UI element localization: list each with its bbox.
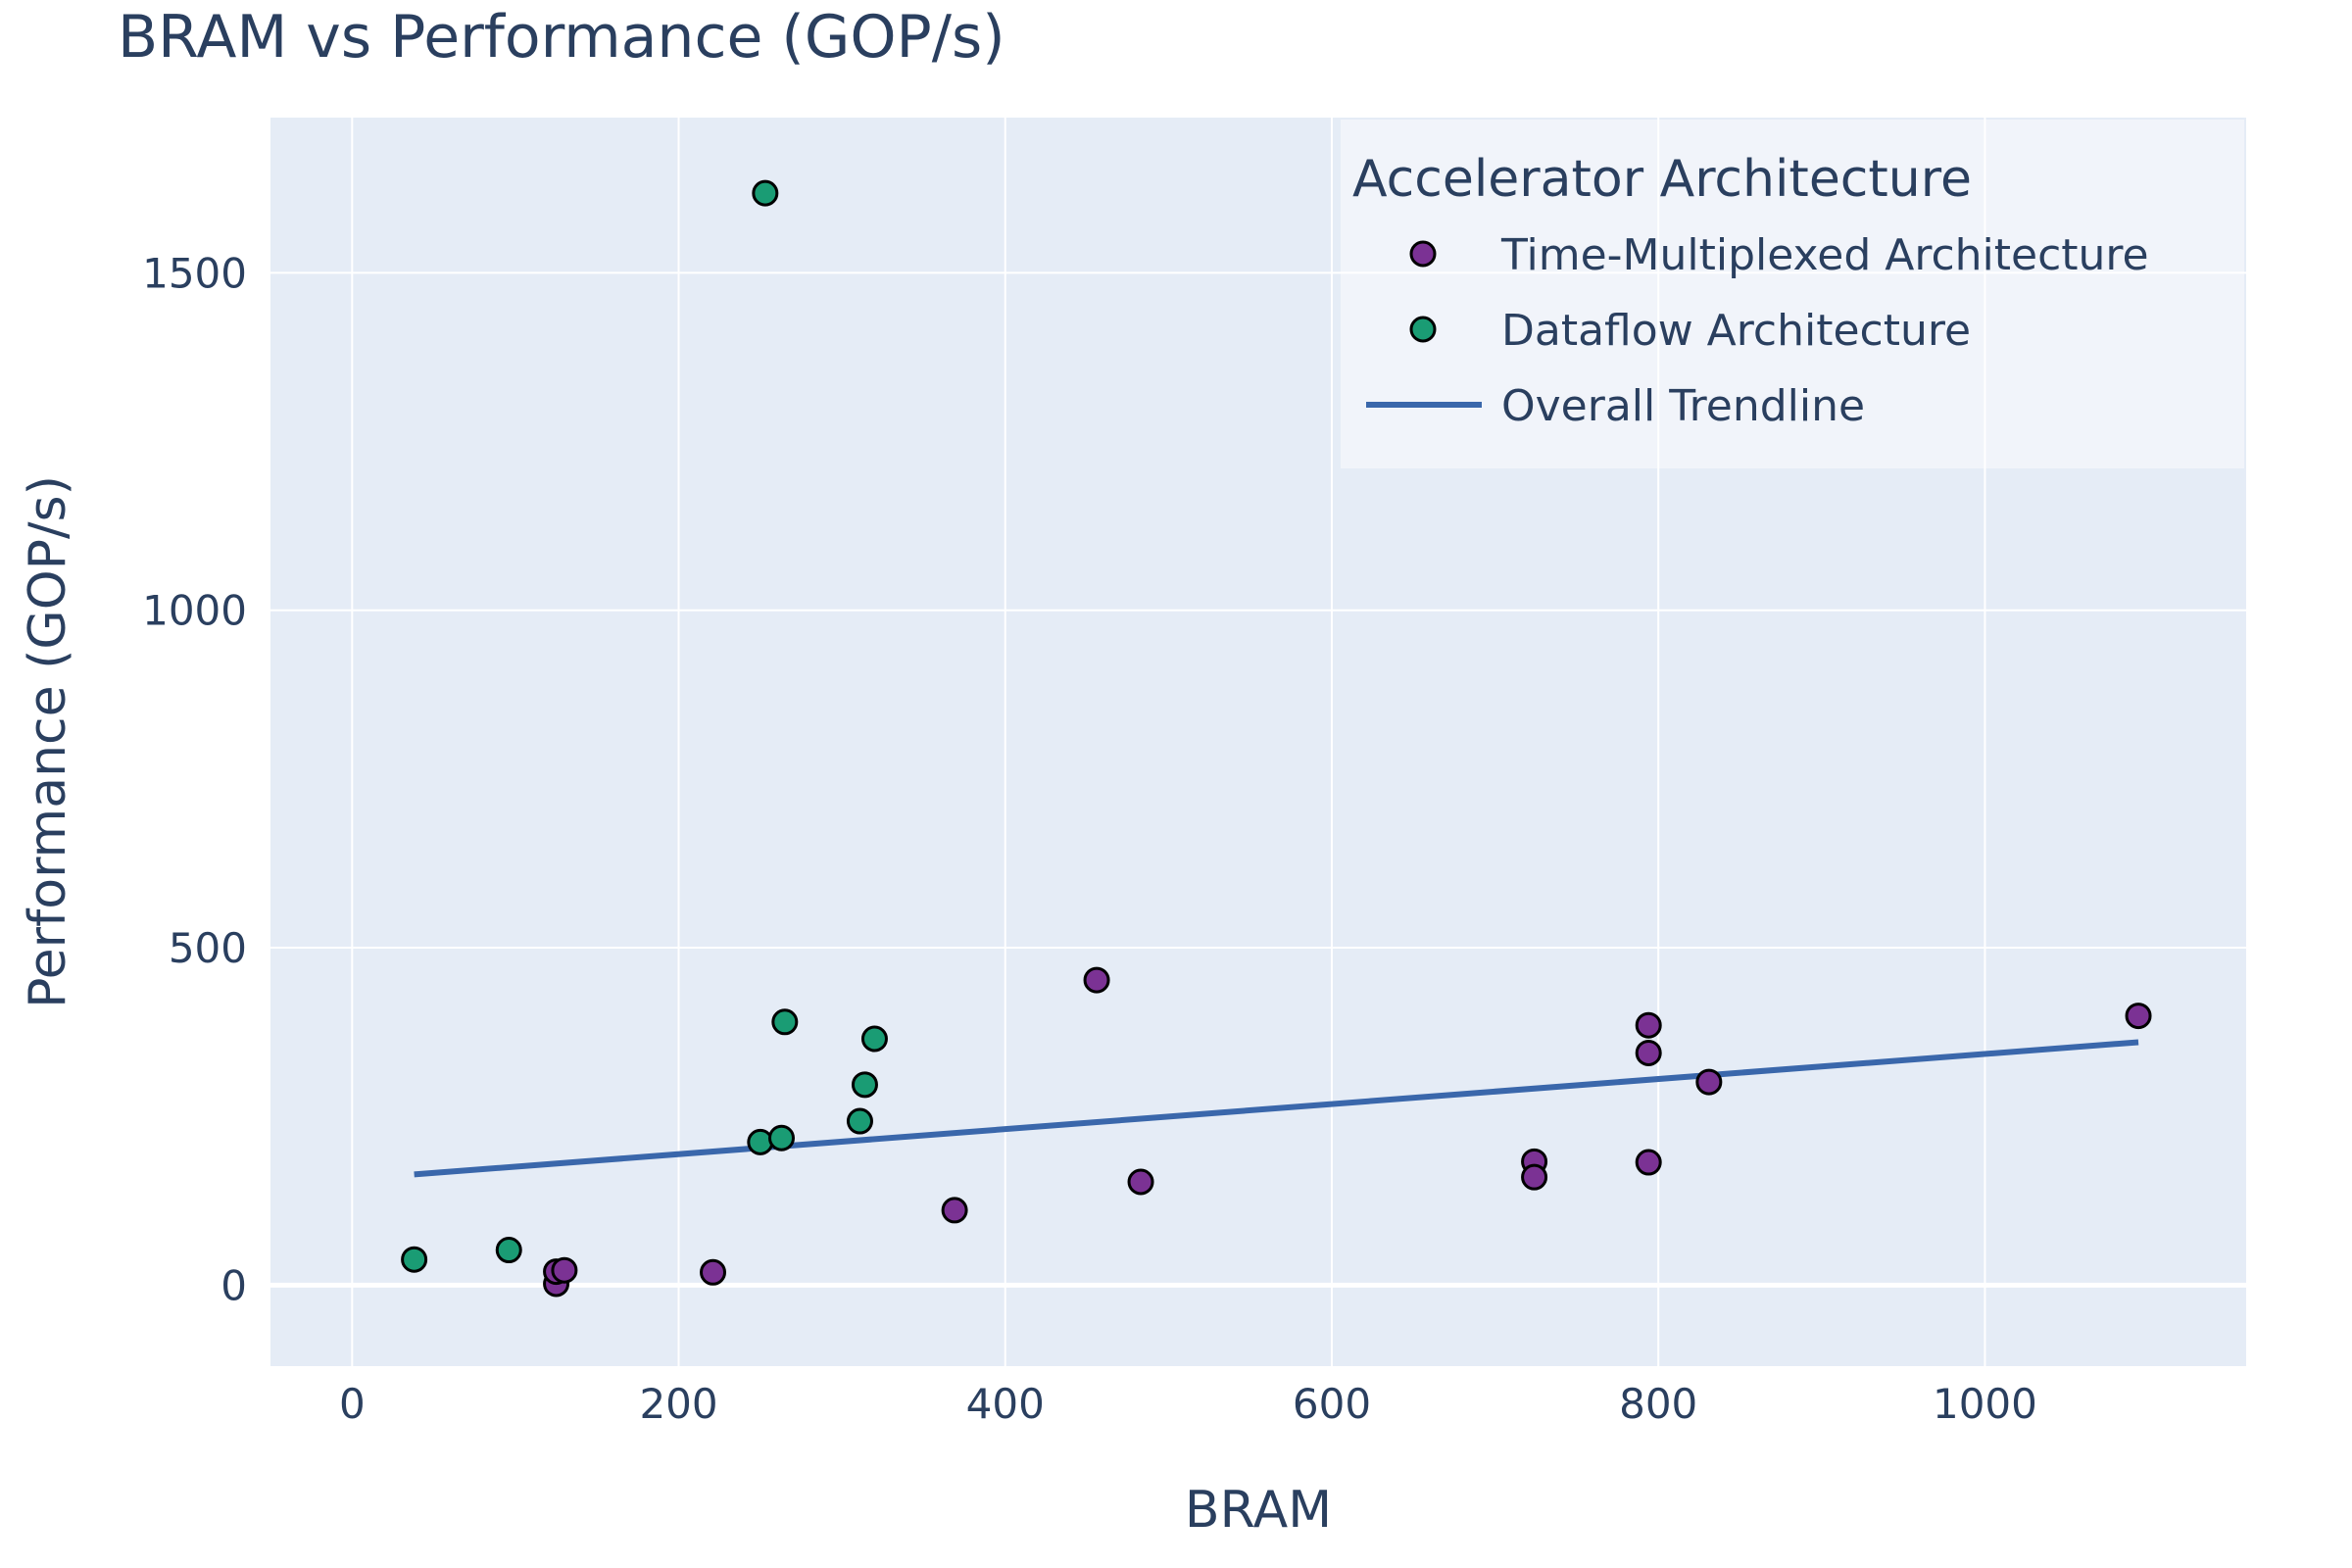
legend-marker-time-multiplexed bbox=[1409, 240, 1437, 268]
time-multiplexed-point bbox=[1521, 1163, 1548, 1191]
y-tick-label: 500 bbox=[169, 924, 247, 972]
legend-label-time-multiplexed: Time-Multiplexed Architecture bbox=[1500, 230, 2149, 280]
data-points bbox=[401, 179, 2152, 1298]
trendline bbox=[414, 1039, 2139, 1178]
x-tick-label: 400 bbox=[966, 1380, 1045, 1428]
dataflow-point bbox=[495, 1237, 522, 1264]
time-multiplexed-point bbox=[2125, 1003, 2152, 1030]
time-multiplexed-point bbox=[1695, 1068, 1723, 1096]
dataflow-point bbox=[767, 1124, 795, 1152]
chart-title: BRAM vs Performance (GOP/s) bbox=[118, 3, 1005, 72]
dataflow-point bbox=[747, 1128, 774, 1155]
time-multiplexed-point bbox=[1127, 1168, 1154, 1196]
legend-label-dataflow: Dataflow Architecture bbox=[1501, 306, 1971, 356]
legend: Accelerator Architecture Time-Multiplexe… bbox=[1341, 120, 2244, 468]
legend-marker-dataflow bbox=[1409, 316, 1437, 343]
y-axis-title: Performance (GOP/s) bbox=[19, 475, 77, 1008]
legend-title: Accelerator Architecture bbox=[1352, 150, 1972, 209]
dataflow-point bbox=[401, 1246, 428, 1273]
dataflow-point bbox=[851, 1071, 878, 1099]
legend-box bbox=[1341, 120, 2244, 468]
dataflow-point bbox=[846, 1107, 873, 1135]
y-tick-label: 1500 bbox=[142, 249, 247, 297]
time-multiplexed-point bbox=[700, 1258, 727, 1286]
time-multiplexed-point bbox=[941, 1197, 968, 1224]
x-axis-title: BRAM bbox=[1185, 1481, 1332, 1540]
legend-label-trendline: Overall Trendline bbox=[1501, 381, 1865, 431]
time-multiplexed-point bbox=[1635, 1149, 1662, 1176]
x-tick-label: 1000 bbox=[1933, 1380, 2037, 1428]
axis-ticks: 0 200 400 600 800 1000 0 500 1000 1500 bbox=[142, 249, 2037, 1428]
x-tick-label: 600 bbox=[1293, 1380, 1371, 1428]
time-multiplexed-point bbox=[1083, 966, 1110, 994]
y-tick-label: 1000 bbox=[142, 587, 247, 635]
x-tick-label: 800 bbox=[1619, 1380, 1697, 1428]
dataflow-point bbox=[752, 179, 779, 207]
time-multiplexed-point bbox=[1635, 1011, 1662, 1039]
grid-lines bbox=[270, 118, 2246, 1366]
time-multiplexed-point bbox=[1635, 1039, 1662, 1066]
dataflow-point bbox=[860, 1025, 888, 1053]
dataflow-point bbox=[771, 1008, 799, 1036]
time-multiplexed-point bbox=[551, 1256, 578, 1284]
y-tick-label: 0 bbox=[220, 1261, 247, 1309]
x-tick-label: 0 bbox=[339, 1380, 366, 1428]
x-tick-label: 200 bbox=[639, 1380, 717, 1428]
